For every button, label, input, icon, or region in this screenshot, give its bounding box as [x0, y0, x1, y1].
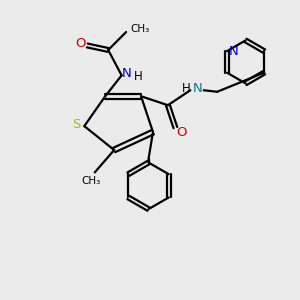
Text: H: H: [182, 82, 191, 95]
Text: N: N: [229, 45, 238, 58]
Text: O: O: [76, 38, 86, 50]
Text: S: S: [72, 118, 80, 131]
Text: N: N: [193, 82, 203, 95]
Text: O: O: [177, 127, 187, 140]
Text: N: N: [122, 68, 131, 80]
Text: CH₃: CH₃: [130, 24, 149, 34]
Text: H: H: [134, 70, 143, 83]
Text: CH₃: CH₃: [82, 176, 101, 186]
